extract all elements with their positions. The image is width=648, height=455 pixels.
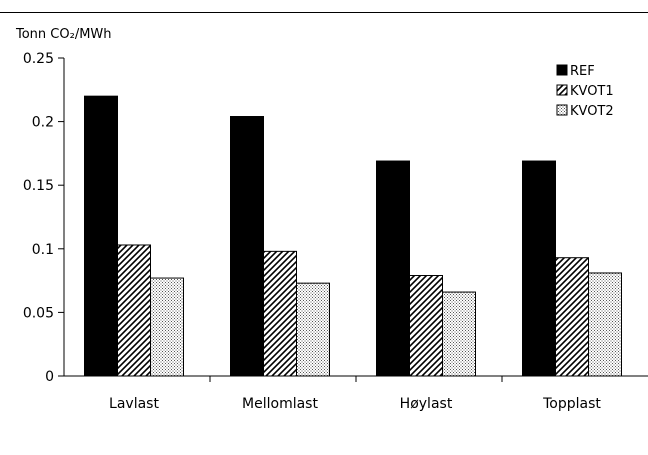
y-tick-label: 0.15 [23, 178, 54, 194]
bar-kvot1 [409, 275, 443, 377]
legend-swatch-kvot2 [556, 104, 568, 116]
bar-kvot1 [263, 250, 297, 377]
bars [84, 95, 622, 377]
bar-kvot2 [296, 282, 330, 377]
x-tick-label: Høylast [400, 396, 453, 412]
x-tick-label: Topplast [542, 396, 601, 412]
y-tick-label: 0.25 [23, 51, 54, 67]
bar-kvot1 [117, 244, 151, 377]
x-tick-label: Lavlast [109, 396, 159, 412]
x-tick-label: Mellomlast [242, 396, 318, 412]
bar-ref [230, 116, 264, 377]
bar-ref [84, 95, 118, 377]
y-tick-label: 0.2 [32, 115, 54, 131]
legend-label-kvot2: KVOT2 [570, 104, 614, 119]
legend-label-kvot1: KVOT1 [570, 84, 614, 99]
bar-kvot2 [442, 291, 476, 377]
legend-swatch-kvot1 [556, 84, 568, 96]
bar-kvot2 [150, 277, 184, 377]
x-axis: Lavlast Mellomlast Høylast Topplast [64, 375, 648, 412]
bar-kvot1 [555, 257, 589, 377]
legend-swatch-ref [556, 64, 568, 76]
legend: REF KVOT1 KVOT2 [556, 64, 614, 119]
y-tick-label: 0 [45, 369, 54, 385]
legend-label-ref: REF [570, 64, 595, 79]
y-tick-label: 0.1 [32, 242, 54, 258]
bar-ref [522, 160, 556, 377]
bar-kvot2 [588, 272, 622, 377]
bar-ref [376, 160, 410, 377]
y-axis-unit-label: Tonn CO₂/MWh [15, 27, 112, 42]
y-tick-label: 0.05 [23, 305, 54, 321]
y-axis: 0 0.05 0.1 0.15 0.2 0.25 [23, 51, 65, 385]
